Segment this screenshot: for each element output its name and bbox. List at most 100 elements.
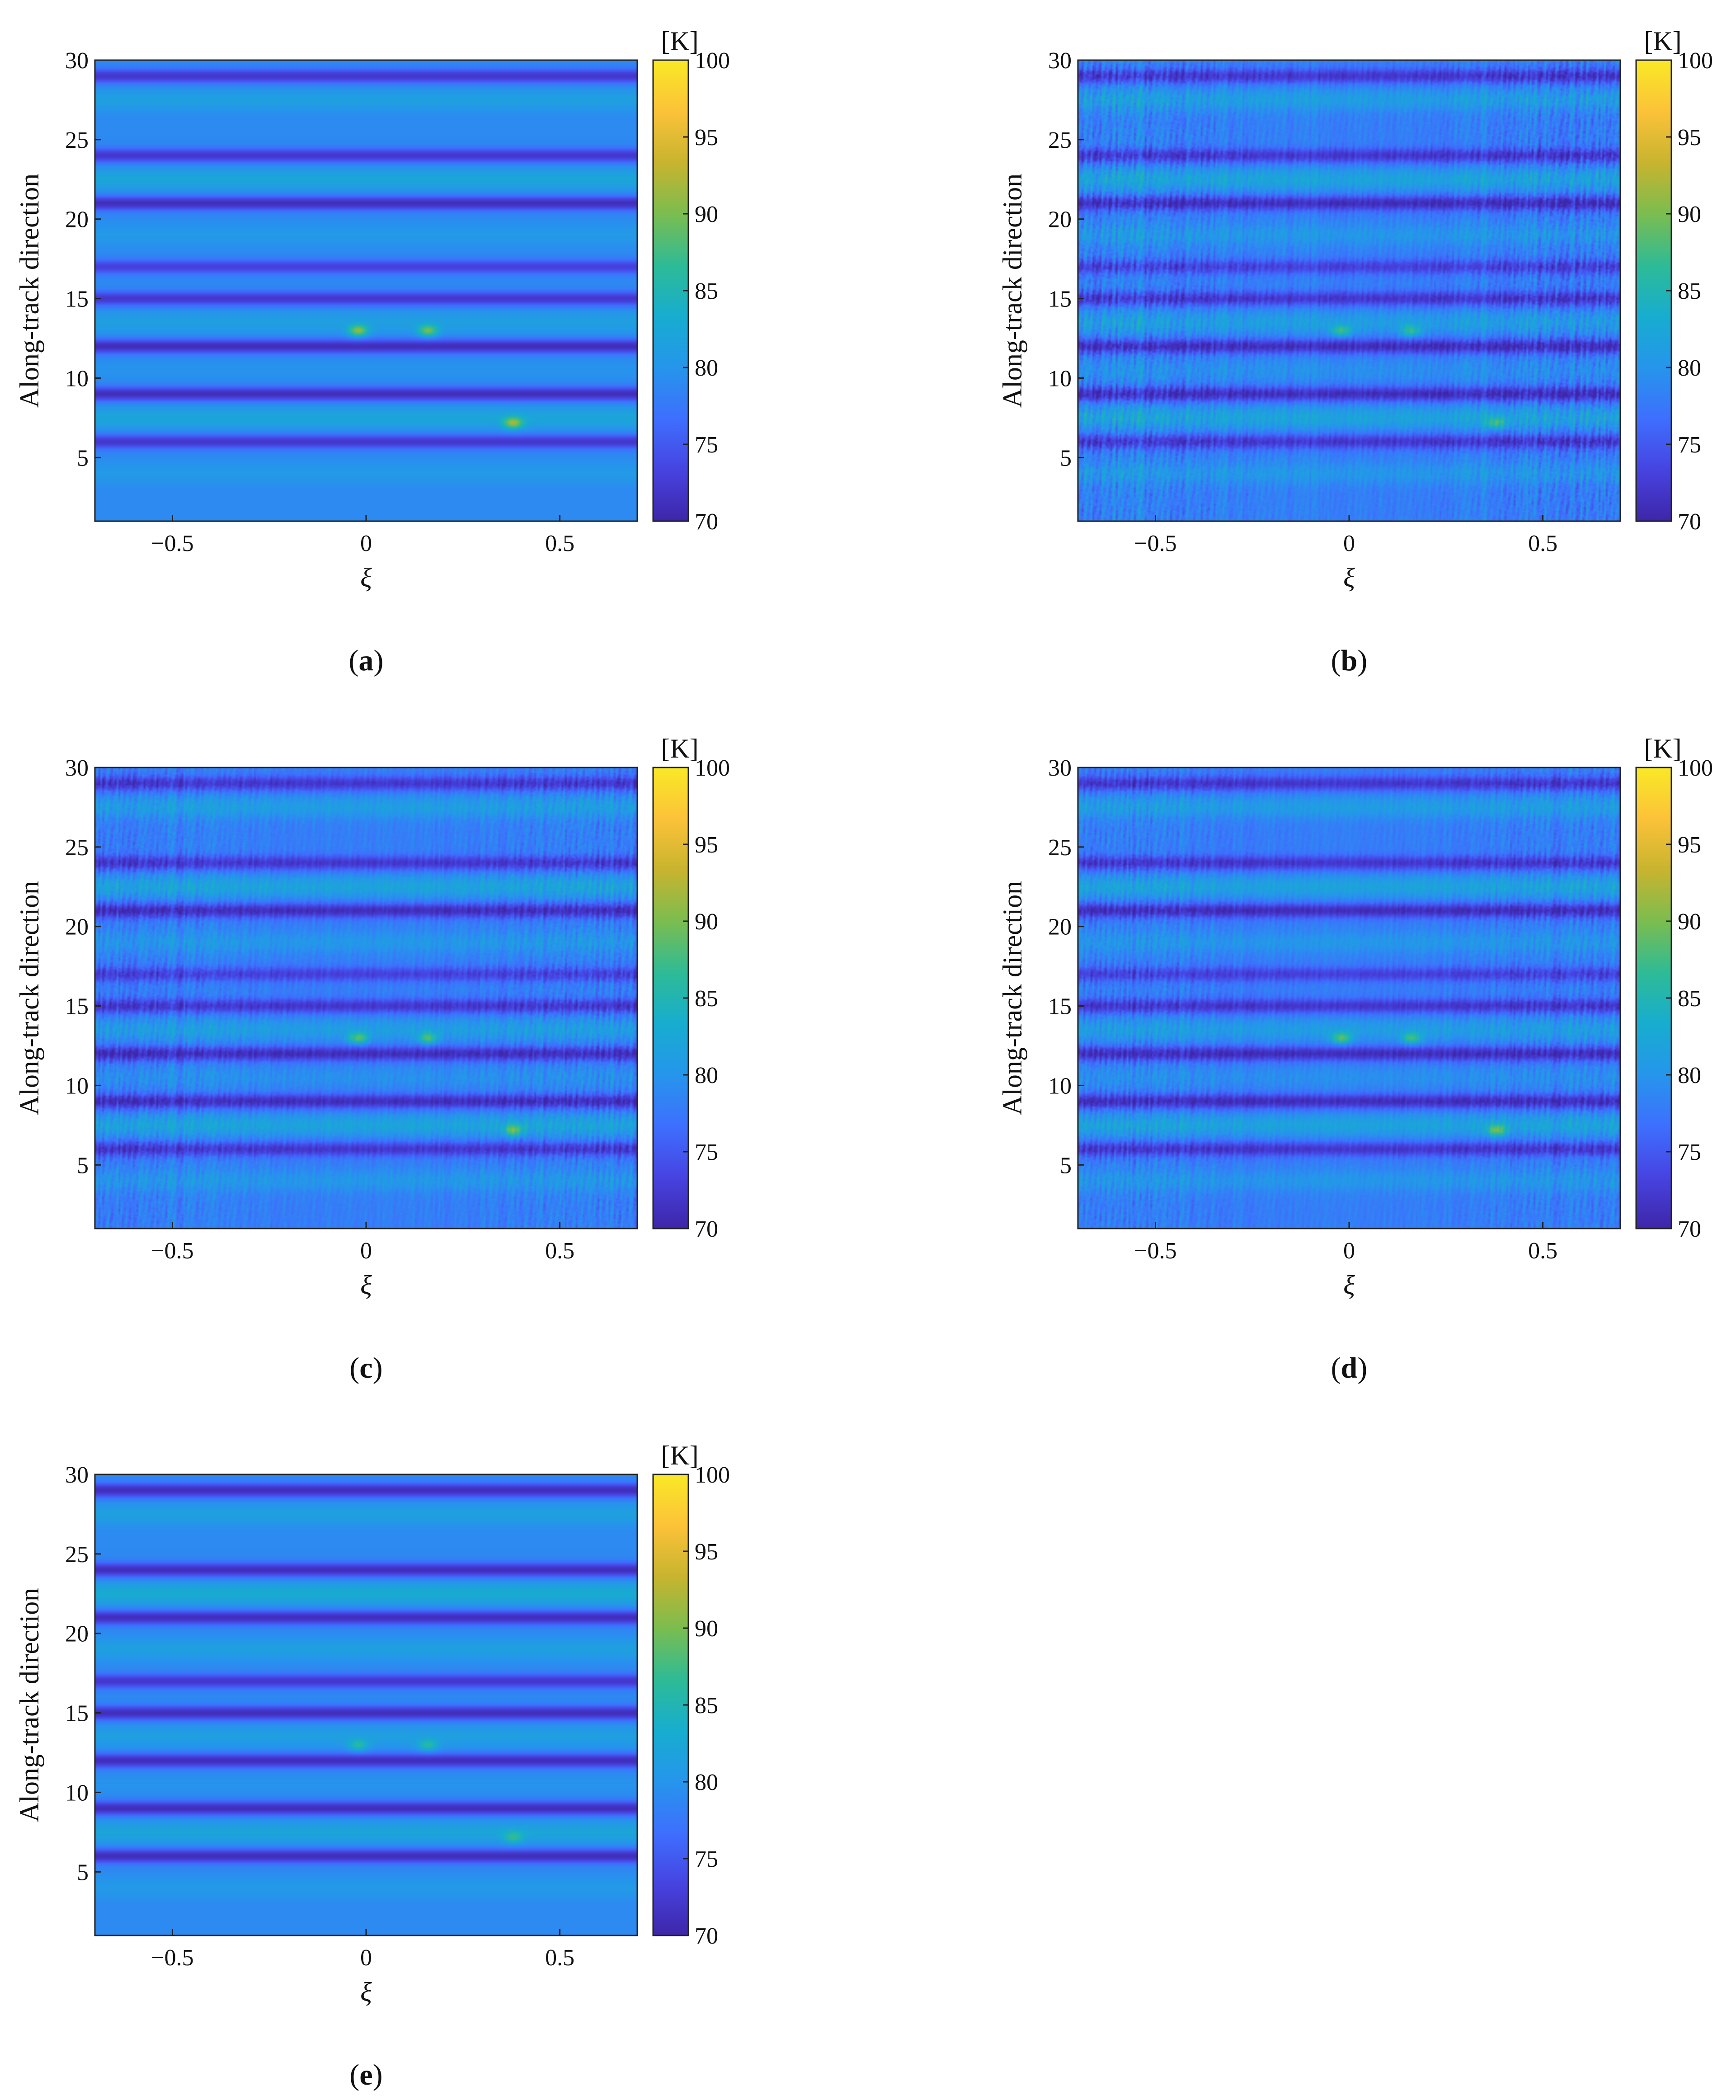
- colorbar-tick-label: 85: [695, 986, 718, 1012]
- y-tick-label: 5: [1060, 445, 1072, 471]
- colorbar-tick-label: 85: [695, 1693, 718, 1719]
- y-tick-label: 20: [65, 914, 89, 940]
- panel-caption: (d): [1331, 1351, 1368, 1384]
- colorbar-tick-label: 95: [695, 1539, 718, 1565]
- y-tick-label: 5: [77, 1860, 89, 1885]
- x-tick-label: −0.5: [151, 1945, 193, 1971]
- colorbar-tick-label: 85: [1678, 986, 1701, 1012]
- colorbar-tick-label: 100: [1678, 48, 1713, 74]
- colorbar-tick-label: 95: [1678, 125, 1701, 151]
- y-tick-label: 30: [65, 1462, 89, 1488]
- y-tick-label: 10: [65, 1073, 89, 1099]
- colorbar-tick-label: 75: [695, 432, 718, 458]
- colorbar-tick-label: 90: [695, 1616, 718, 1642]
- colorbar-tick-label: 80: [695, 355, 718, 381]
- colorbar-tick-label: 85: [1678, 278, 1701, 304]
- y-tick-label: 20: [65, 1621, 89, 1647]
- colorbar-tick-label: 100: [695, 755, 730, 781]
- colorbar-tick-label: 95: [695, 832, 718, 858]
- y-axis-label: Along-track direction: [14, 174, 44, 408]
- colorbar-tick-label: 90: [695, 909, 718, 935]
- x-tick-label: −0.5: [151, 531, 193, 556]
- colorbar-tick-label: 95: [695, 125, 718, 151]
- x-tick-label: −0.5: [151, 1238, 193, 1264]
- colorbar-tick-label: 80: [1678, 355, 1701, 381]
- x-tick-label: 0: [360, 1238, 372, 1264]
- panel-caption: (a): [349, 644, 384, 677]
- colorbar-tick-label: 75: [695, 1139, 718, 1165]
- heatmap-image: [95, 1474, 637, 1935]
- colorbar-tick-label: 70: [695, 509, 718, 535]
- y-tick-label: 30: [1048, 48, 1072, 74]
- y-tick-label: 30: [1048, 755, 1072, 781]
- x-tick-label: 0: [360, 531, 372, 556]
- colorbar: [1635, 767, 1672, 1229]
- colorbar-tick-label: 75: [1678, 432, 1701, 458]
- x-axis-label: ξ: [360, 1977, 372, 2007]
- heatmap-image: [1078, 767, 1620, 1229]
- x-tick-label: 0.5: [545, 531, 574, 556]
- colorbar: [1635, 59, 1672, 522]
- y-tick-label: 20: [65, 207, 89, 233]
- x-tick-label: 0.5: [1528, 1238, 1557, 1264]
- x-axis-label: ξ: [360, 563, 372, 593]
- y-tick-label: 5: [1060, 1153, 1072, 1178]
- y-tick-label: 5: [77, 1153, 89, 1178]
- colorbar-unit-label: [K]: [661, 734, 698, 763]
- colorbar-tick-label: 90: [1678, 202, 1701, 227]
- colorbar-unit-label: [K]: [661, 1441, 698, 1470]
- colorbar-unit-label: [K]: [1644, 26, 1681, 56]
- panel-caption: (e): [349, 2058, 382, 2091]
- x-tick-label: 0.5: [1528, 531, 1557, 556]
- colorbar-tick-label: 75: [1678, 1139, 1701, 1165]
- y-tick-label: 15: [1048, 287, 1072, 312]
- y-tick-label: 5: [77, 445, 89, 471]
- colorbar-tick-label: 100: [1678, 755, 1713, 781]
- panel-caption: (b): [1331, 644, 1368, 677]
- x-tick-label: −0.5: [1134, 1238, 1176, 1264]
- y-tick-label: 10: [1048, 366, 1072, 391]
- colorbar-tick-label: 90: [1678, 909, 1701, 935]
- colorbar: [652, 767, 689, 1229]
- y-axis-label: Along-track direction: [14, 881, 44, 1115]
- y-tick-label: 10: [1048, 1073, 1072, 1099]
- colorbar-tick-label: 90: [695, 202, 718, 227]
- x-axis-label: ξ: [1343, 563, 1355, 593]
- colorbar-tick-label: 100: [695, 1462, 730, 1488]
- y-tick-label: 25: [65, 127, 89, 153]
- colorbar-tick-label: 70: [695, 1216, 718, 1242]
- heatmap-image: [95, 60, 637, 521]
- y-tick-label: 20: [1048, 207, 1072, 233]
- y-tick-label: 25: [1048, 835, 1072, 861]
- y-tick-label: 15: [65, 994, 89, 1020]
- x-axis-label: ξ: [360, 1270, 372, 1300]
- colorbar-unit-label: [K]: [661, 26, 698, 56]
- x-tick-label: 0.5: [545, 1945, 574, 1971]
- x-tick-label: 0: [360, 1945, 372, 1971]
- y-tick-label: 30: [65, 48, 89, 74]
- colorbar-tick-label: 70: [1678, 509, 1701, 535]
- x-tick-label: 0: [1343, 531, 1355, 556]
- x-tick-label: 0: [1343, 1238, 1355, 1264]
- colorbar-tick-label: 100: [695, 48, 730, 74]
- y-tick-label: 25: [1048, 127, 1072, 153]
- y-tick-label: 25: [65, 835, 89, 861]
- colorbar-tick-label: 75: [695, 1846, 718, 1872]
- colorbar-tick-label: 80: [695, 1770, 718, 1795]
- y-tick-label: 30: [65, 755, 89, 781]
- y-tick-label: 15: [1048, 994, 1072, 1020]
- y-axis-label: Along-track direction: [997, 174, 1027, 408]
- panel-c: 5 10 15 20 25 30 −0.5 0 0.5 ξ Along-track directio…: [14, 734, 730, 1384]
- y-axis-label: Along-track direction: [14, 1588, 44, 1822]
- colorbar-tick-label: 80: [695, 1063, 718, 1088]
- panel-e: 5 10 15 20 25 30 −0.5 0 0.5 ξ Along-track directio…: [14, 1441, 730, 2091]
- colorbar-tick-label: 95: [1678, 832, 1701, 858]
- y-tick-label: 10: [65, 1780, 89, 1806]
- colorbar-tick-label: 70: [1678, 1216, 1701, 1242]
- heatmap-image: [1078, 60, 1620, 521]
- x-tick-label: 0.5: [545, 1238, 574, 1264]
- panel-a: 5 10 15 20 25 30 −0.5 0 0.5 ξ Along-track directio…: [14, 26, 730, 677]
- y-tick-label: 15: [65, 287, 89, 312]
- y-tick-label: 25: [65, 1542, 89, 1568]
